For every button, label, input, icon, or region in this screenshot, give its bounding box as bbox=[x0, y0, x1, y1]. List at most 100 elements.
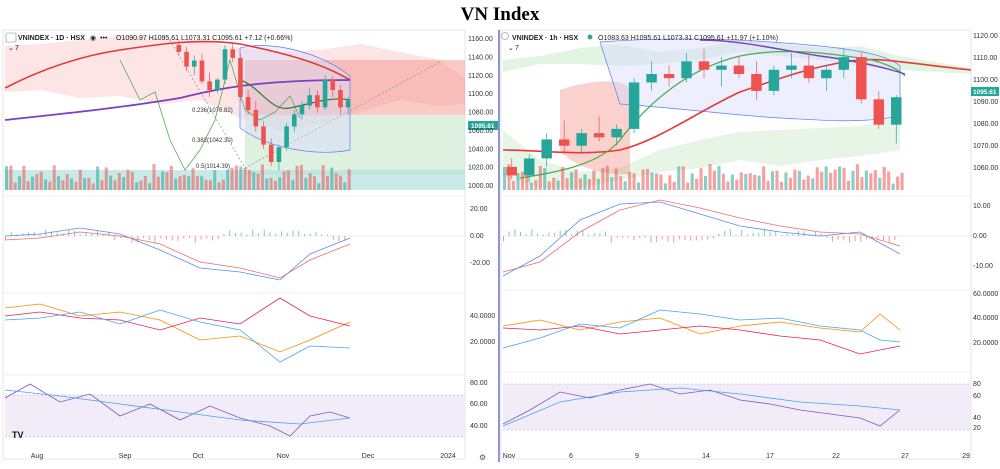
settings-icon[interactable]: ⚙ bbox=[479, 453, 486, 462]
right-volume-bar bbox=[672, 181, 676, 190]
left-macd-hist-bar bbox=[56, 232, 58, 236]
left-volume-bar bbox=[312, 176, 316, 190]
left-candle-body bbox=[338, 90, 343, 108]
left-volume-bar bbox=[165, 172, 169, 190]
right-ema-purple bbox=[699, 39, 906, 75]
right-rsi-tick: 20 bbox=[973, 425, 981, 432]
left-volume-bar bbox=[195, 175, 199, 190]
right-price-tick: 1100.00 bbox=[973, 77, 998, 84]
left-macd-hist-bar bbox=[85, 232, 87, 236]
right-macd-hist-bar bbox=[792, 234, 794, 236]
left-volume-bar bbox=[96, 166, 100, 190]
left-rsi-ma bbox=[4, 389, 351, 425]
right-candle-body bbox=[611, 128, 622, 138]
left-layers-count: 7 bbox=[15, 45, 19, 52]
right-volume-bar bbox=[748, 173, 752, 190]
left-volume-bar bbox=[156, 176, 160, 190]
left-macd-hist-bar bbox=[304, 234, 305, 236]
right-volume-bar bbox=[681, 166, 685, 190]
right-candle-body bbox=[506, 166, 517, 176]
right-layers-chevron-icon[interactable]: ⌄ bbox=[508, 45, 514, 52]
more-icon[interactable]: ••• bbox=[100, 35, 108, 42]
right-macd-hist-bar bbox=[769, 231, 771, 236]
right-macd-hist-bar bbox=[854, 236, 856, 242]
collapse-icon[interactable] bbox=[5, 32, 17, 43]
right-macd-hist-bar bbox=[667, 236, 669, 242]
right-volume-bar bbox=[614, 168, 618, 190]
right-volume-bar bbox=[851, 170, 855, 190]
right-macd-hist-bar bbox=[786, 233, 788, 236]
left-volume-bar bbox=[44, 179, 48, 190]
right-volume-bar bbox=[802, 179, 806, 190]
right-macd-hist-bar bbox=[865, 236, 867, 240]
right-volume-bar bbox=[583, 174, 587, 190]
left-macd-hist-bar bbox=[148, 236, 150, 240]
right-volume-bar bbox=[891, 183, 895, 190]
left-macd-hist-bar bbox=[79, 234, 81, 236]
right-volume-bar bbox=[503, 167, 507, 190]
left-volume-bar bbox=[221, 179, 225, 190]
left-rsi-tick: 40.00 bbox=[470, 423, 488, 430]
left-dmi-tick: 20.0000 bbox=[470, 339, 495, 346]
left-candle-body bbox=[238, 57, 243, 97]
right-macd-hist-bar bbox=[605, 231, 607, 236]
left-volume-bar bbox=[31, 176, 35, 190]
right-macd-hist-bar bbox=[678, 236, 680, 240]
left-volume-bar bbox=[247, 170, 251, 190]
left-volume-bar bbox=[13, 182, 17, 190]
axes: 1160.00 1140.00 1120.00 1100.00 1080.00 1060.… bbox=[31, 33, 999, 460]
right-volume-bar bbox=[846, 180, 851, 190]
right-macd-hist-bar bbox=[712, 236, 714, 239]
right-macd-hist-bar bbox=[882, 236, 884, 241]
left-volume-bar bbox=[178, 176, 182, 190]
right-candle-body bbox=[856, 57, 867, 100]
right-macd-hist-bar bbox=[548, 232, 550, 236]
right-time-tick: 6 bbox=[569, 453, 573, 460]
right-macd-hist-bar bbox=[616, 236, 618, 238]
right-volume-bar bbox=[730, 174, 734, 190]
left-volume-bar bbox=[143, 175, 147, 190]
left-macd-hist-bar bbox=[120, 236, 121, 239]
right-ema-red bbox=[502, 58, 972, 154]
right-collapse-icon[interactable] bbox=[501, 32, 509, 40]
right-price-tick: 1080.00 bbox=[973, 121, 998, 128]
left-macd-hist-bar bbox=[183, 236, 185, 239]
market-status-icon bbox=[587, 34, 593, 40]
left-price-tick: 1160.00 bbox=[468, 36, 493, 43]
left-volume-bar bbox=[269, 177, 273, 190]
left-volume-bar bbox=[273, 180, 277, 190]
right-volume-bar bbox=[855, 164, 859, 190]
left-macd-hist-bar bbox=[327, 234, 328, 236]
left-rsi-tick: 80.00 bbox=[470, 380, 488, 387]
left-volume-bar bbox=[334, 173, 338, 190]
right-symbol[interactable]: VNINDEX · 1h · HSX bbox=[512, 35, 578, 42]
left-macd-hist-bar bbox=[332, 236, 334, 240]
right-macd-hist-bar bbox=[752, 232, 754, 236]
left-volume-bar bbox=[122, 176, 126, 190]
right-rsi-tick: 80 bbox=[973, 381, 981, 388]
left-macd-hist-bar bbox=[298, 231, 300, 236]
left-candle-body bbox=[222, 49, 228, 80]
left-macd-hist-bar bbox=[309, 233, 311, 236]
left-macd-hist-bar bbox=[263, 229, 265, 236]
right-time-tick: 27 bbox=[901, 453, 909, 460]
left-volume-bar bbox=[39, 171, 43, 190]
eye-icon[interactable]: ◉ bbox=[90, 35, 96, 42]
right-price-tag bbox=[971, 87, 999, 96]
right-volume-bar bbox=[838, 166, 842, 190]
left-macd-hist-bar bbox=[275, 233, 277, 236]
right-volume-bar bbox=[708, 164, 712, 190]
right-volume-bar bbox=[820, 171, 824, 190]
left-layers-chevron-icon[interactable]: ⌄ bbox=[8, 45, 14, 52]
right-price-tick: 1070.00 bbox=[973, 143, 998, 150]
right-macd-hist-bar bbox=[837, 236, 839, 240]
right-macd-hist-bar bbox=[707, 236, 709, 240]
right-volume-bar bbox=[833, 169, 837, 190]
right-macd-hist-bar bbox=[803, 231, 805, 236]
left-candle-body bbox=[307, 95, 312, 106]
left-lagging-span bbox=[119, 58, 301, 171]
left-volume-bar bbox=[208, 180, 212, 190]
right-volume-bar bbox=[842, 167, 846, 190]
left-symbol[interactable]: VNINDEX · 1D · HSX bbox=[18, 35, 85, 42]
